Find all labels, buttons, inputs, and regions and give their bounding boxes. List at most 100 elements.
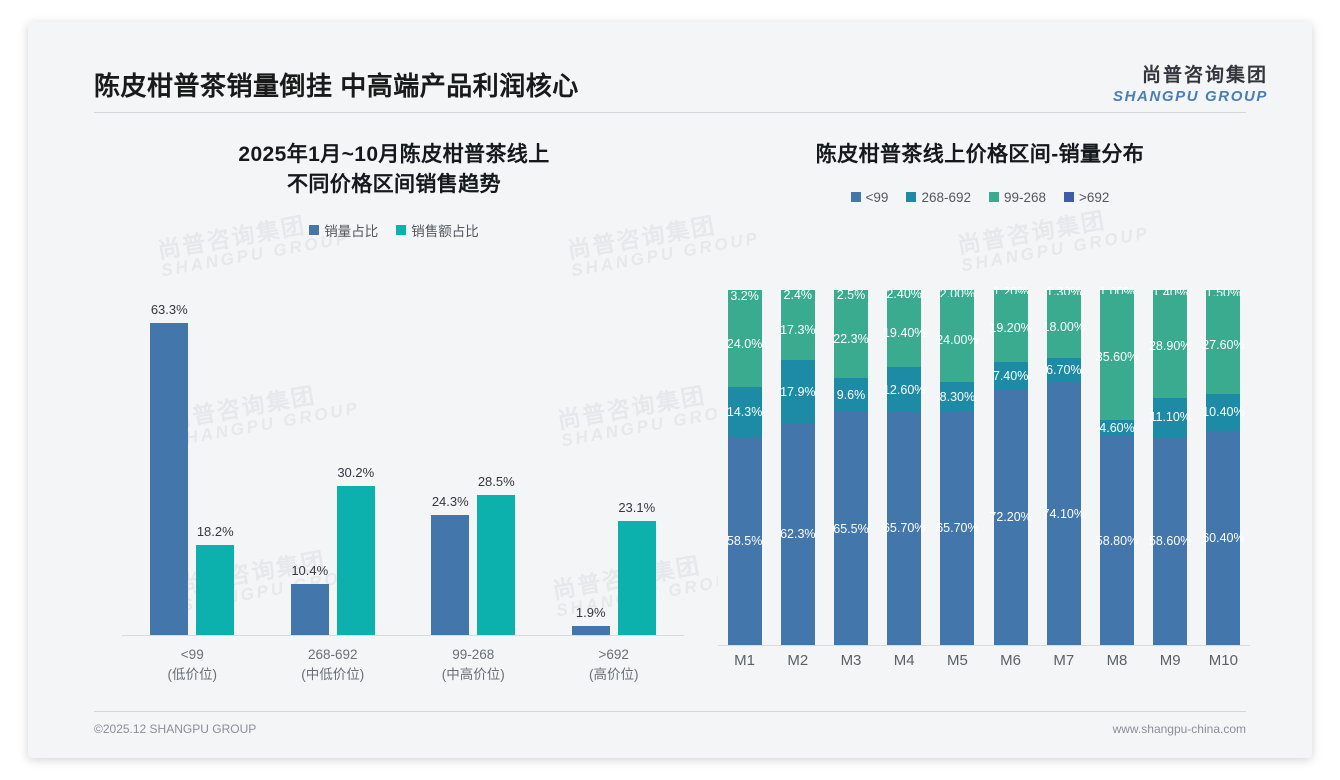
stack-segment-268-692[interactable]: 14.3%	[726, 386, 763, 438]
stack-segment-label: 58.60%	[1148, 533, 1192, 548]
bar-销量占比-99-268[interactable]: 24.3%	[431, 290, 470, 635]
left-legend-item-1[interactable]: 销售额占比	[396, 220, 479, 240]
stacked-bar-M1[interactable]: 3.2% 24.0% 14.3% 58.5%	[726, 288, 763, 645]
stack-segment-268-692[interactable]: 12.60%	[883, 367, 925, 412]
stacked-bar-M4[interactable]: 2.40% 19.40% 12.60% 65.70%	[883, 287, 925, 645]
stacked-bar-M3[interactable]: 2.5% 22.3% 9.6% 65.5%	[833, 287, 869, 645]
stack-segment-99-268[interactable]: 27.60%	[1202, 295, 1245, 394]
stack-segment-label: 17.9%	[780, 385, 816, 400]
stack-segment-268-692[interactable]: 4.60%	[1099, 419, 1135, 437]
stack-segment-<99[interactable]: 74.10%	[1043, 382, 1085, 645]
bar-销售额占比-<99[interactable]: 18.2%	[196, 290, 235, 635]
x-axis-label-99-268: 99-268 (中高价位)	[403, 645, 544, 684]
stack-segment-<99[interactable]: 65.5%	[833, 412, 869, 645]
stacked-bar-M7[interactable]: 1.30% 18.00% 6.70% 74.10%	[1043, 285, 1085, 645]
stack-segment-label: 28.90%	[1148, 339, 1192, 354]
stacked-bar-M8[interactable]: 1.00% 35.60% 4.60% 58.80%	[1096, 285, 1138, 645]
stack-segment-<99[interactable]: 72.20%	[989, 388, 1032, 645]
bar-group: 1.9% 23.1%	[544, 290, 685, 635]
stack-segment-label: 12.60%	[882, 382, 926, 397]
stack-segment-268-692[interactable]: 6.70%	[1046, 358, 1082, 383]
stack-segment-99-268[interactable]: 17.3%	[780, 298, 816, 361]
stack-segment-label: 2.00%	[939, 286, 976, 301]
stack-segment->692[interactable]: 2.00%	[940, 287, 975, 301]
right-legend-item-0[interactable]: <99	[850, 190, 888, 205]
bar-销量占比-<99[interactable]: 63.3%	[150, 290, 189, 635]
stack-segment-268-692[interactable]: 9.6%	[834, 378, 868, 413]
stack-segment-268-692[interactable]: 17.9%	[780, 360, 816, 424]
bar-销售额占比->692[interactable]: 23.1%	[617, 290, 656, 635]
right-legend-item-1[interactable]: 268-692	[906, 190, 971, 205]
bar-rect[interactable]	[617, 521, 656, 635]
bar-销售额占比-268-692[interactable]: 30.2%	[336, 290, 375, 635]
stack-segment-268-692[interactable]: 8.30%	[940, 382, 975, 412]
stack-segment-label: 18.00%	[1042, 319, 1085, 334]
stack-segment->692[interactable]: 2.5%	[834, 287, 868, 302]
stack-segment-268-692[interactable]: 10.40%	[1202, 393, 1245, 431]
legend-swatch-icon	[396, 224, 407, 235]
stack-segment-268-692[interactable]: 7.40%	[993, 362, 1028, 389]
stacked-bar-M6[interactable]: 1.20% 19.20% 7.40% 72.20%	[989, 285, 1032, 645]
stack-segment-label: 58.80%	[1095, 533, 1139, 548]
bar-rect[interactable]	[290, 583, 329, 635]
stack-segment-<99[interactable]: 65.70%	[936, 411, 979, 645]
stack-segment->692[interactable]: 3.2%	[727, 288, 762, 303]
left-chart-title-line1: 2025年1月~10月陈皮柑普茶线上	[238, 143, 550, 166]
slide-header: 陈皮柑普茶销量倒挂 中高端产品利润核心 尚普咨询集团 SHANGPU GROUP	[28, 22, 1312, 122]
bar-销售额占比-99-268[interactable]: 28.5%	[477, 290, 516, 635]
stack-segment-<99[interactable]: 65.70%	[883, 411, 925, 645]
bar-rect[interactable]	[477, 494, 516, 635]
stack-segment-label: 11.10%	[1149, 410, 1191, 425]
stack-segment-99-268[interactable]: 19.20%	[989, 294, 1032, 363]
stack-segment-99-268[interactable]: 28.90%	[1149, 295, 1191, 398]
stack-segment->692[interactable]: 2.40%	[886, 287, 921, 301]
stack-segment-99-268[interactable]: 24.0%	[727, 301, 762, 387]
stack-segment-label: 3.2%	[730, 288, 759, 303]
stack-segment-label: 24.00%	[936, 332, 979, 347]
x-axis-label->692: >692 (高价位)	[544, 645, 685, 684]
stack-segment-label: 14.3%	[726, 404, 763, 419]
bar-rect[interactable]	[431, 515, 470, 635]
right-legend-item-2[interactable]: 99-268	[988, 190, 1046, 205]
stack-segment-label: 65.70%	[882, 521, 926, 536]
left-chart-x-axis-line	[122, 635, 684, 636]
bar-销量占比->692[interactable]: 1.9%	[571, 290, 610, 635]
stack-segment-label: 2.5%	[836, 287, 866, 302]
stack-segment-label: 65.5%	[833, 521, 869, 536]
bar-销量占比-268-692[interactable]: 10.4%	[290, 290, 329, 635]
x-axis-label-M6: M6	[1000, 652, 1022, 669]
stacked-bar-M5[interactable]: 2.00% 24.00% 8.30% 65.70%	[936, 287, 979, 645]
right-chart-panel: 陈皮柑普茶线上价格区间-销量分布 <99 268-692 99-268 >692 3.…	[704, 140, 1256, 700]
stack-segment-99-268[interactable]: 18.00%	[1043, 294, 1085, 359]
stack-segment-99-268[interactable]: 19.40%	[883, 298, 925, 368]
stack-segment-label: 60.40%	[1202, 530, 1245, 545]
bar-rect[interactable]	[571, 625, 610, 635]
left-chart-panel: 2025年1月~10月陈皮柑普茶线上 不同价格区间销售趋势 销量占比 销售额占比 …	[94, 140, 694, 700]
x-axis-label-M9: M9	[1159, 652, 1181, 669]
stacked-bar-M10[interactable]: 1.50% 27.60% 10.40% 60.40%	[1202, 286, 1245, 645]
stacked-bar-M9[interactable]: 1.40% 28.90% 11.10% 58.60%	[1149, 286, 1191, 645]
stack-segment-<99[interactable]: 58.5%	[726, 437, 763, 645]
stack-segment-label: 9.6%	[836, 388, 866, 403]
bar-rect[interactable]	[196, 545, 235, 635]
right-legend-item-3[interactable]: >692	[1064, 190, 1109, 205]
stack-segment-<99[interactable]: 62.3%	[780, 423, 816, 645]
stack-segment-268-692[interactable]: 11.10%	[1149, 397, 1191, 437]
stack-segment-<99[interactable]: 58.80%	[1096, 436, 1138, 645]
header-divider	[94, 112, 1246, 113]
stacked-bar-plot-area: 3.2% 24.0% 14.3% 58.5% 2.4% 17.3% 17.9% 62.3% 2.…	[718, 285, 1250, 645]
stack-segment-99-268[interactable]: 22.3%	[833, 299, 869, 379]
stacked-bar-M2[interactable]: 2.4% 17.3% 17.9% 62.3%	[780, 287, 816, 645]
bar-value-label: 1.9%	[575, 604, 606, 620]
legend-label: >692	[1079, 189, 1110, 205]
stack-segment-label: 2.4%	[783, 287, 813, 302]
stack-segment-99-268[interactable]: 24.00%	[936, 297, 979, 383]
stack-segment->692[interactable]: 2.4%	[780, 287, 815, 302]
stack-segment-label: 58.5%	[726, 534, 763, 549]
left-legend-item-0[interactable]: 销量占比	[309, 220, 378, 240]
bar-rect[interactable]	[336, 486, 375, 635]
stack-segment-<99[interactable]: 58.60%	[1149, 436, 1191, 645]
stack-segment-<99[interactable]: 60.40%	[1202, 430, 1245, 645]
bar-rect[interactable]	[150, 323, 189, 635]
stack-segment-99-268[interactable]: 35.60%	[1096, 293, 1138, 420]
